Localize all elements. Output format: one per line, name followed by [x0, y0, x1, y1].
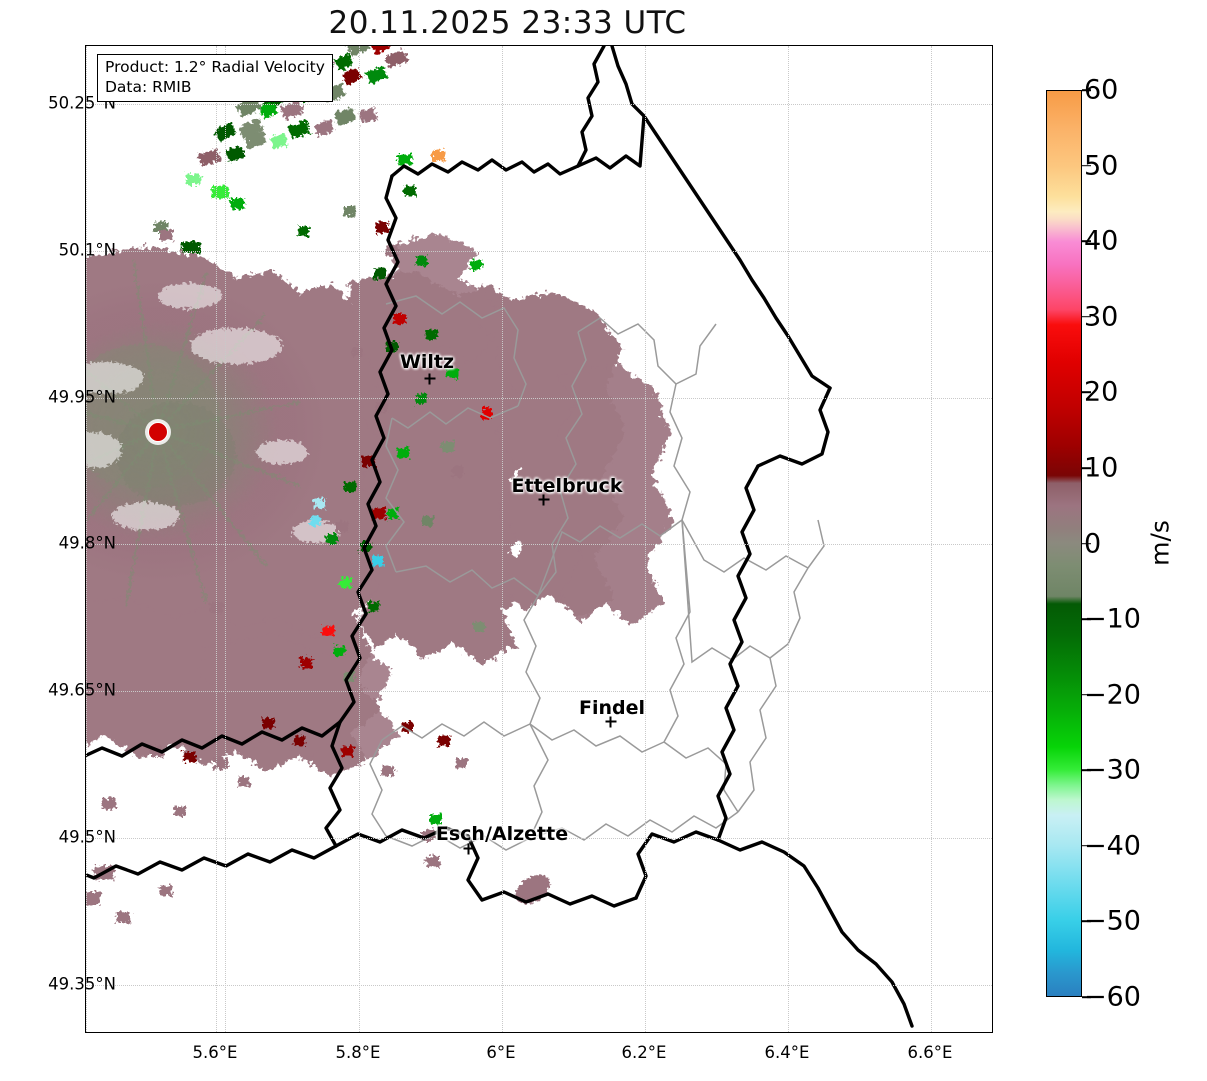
gridline-x-6.0 — [502, 46, 503, 1032]
gridline-y-49.35 — [86, 985, 992, 986]
gridline-x-6.4 — [788, 46, 789, 1032]
gridline-x-6.2 — [645, 46, 646, 1032]
product-info-box: Product: 1.2° Radial Velocity Data: RMIB — [97, 54, 333, 103]
colorbar-tick-mark — [1082, 769, 1091, 772]
colorbar-tick-mark — [1082, 240, 1091, 242]
colorbar-tick--30: −30 — [1084, 754, 1141, 786]
city-label-wiltz: Wiltz — [399, 351, 455, 373]
gridline-vertical — [225, 46, 226, 1032]
gridline-x-5.8 — [359, 46, 360, 1032]
colorbar-tick-mark — [1082, 845, 1091, 847]
colorbar-tick-mark — [1082, 920, 1091, 923]
ytick-50.1: 50.1°N — [58, 240, 116, 260]
page-title: 20.11.2025 23:33 UTC — [328, 5, 687, 41]
colorbar-unit-label: m/s — [1145, 520, 1175, 566]
ytick-49.8: 49.8°N — [58, 533, 116, 553]
colorbar-tick-mark — [1082, 315, 1091, 318]
colorbar-tick-mark — [1082, 996, 1091, 998]
xtick-6.4: 6.4°E — [764, 1043, 810, 1062]
colorbar-tick-mark — [1082, 542, 1091, 545]
xtick-6.0: 6°E — [486, 1043, 516, 1062]
xtick-5.6: 5.6°E — [192, 1043, 238, 1062]
gridline-y-50.1 — [86, 251, 992, 252]
south-blob — [515, 874, 551, 904]
gridline-y-50.25 — [86, 104, 992, 105]
colorbar[interactable] — [1046, 90, 1082, 997]
radar-echo-field — [86, 46, 674, 923]
colorbar-tick-mark — [1082, 164, 1091, 167]
ytick-49.65: 49.65°N — [48, 680, 116, 700]
colorbar-tick-40: 40 — [1084, 225, 1119, 257]
city-marker-wiltz — [424, 373, 436, 385]
gridline-y-49.8 — [86, 544, 992, 545]
xtick-6.6: 6.6°E — [907, 1043, 953, 1062]
colorbar-gradient — [1047, 91, 1081, 996]
colorbar-tick-60: 60 — [1084, 74, 1119, 106]
map-clip — [86, 46, 992, 1032]
gridline-x-5.6 — [216, 46, 217, 1032]
colorbar-tick-20: 20 — [1084, 376, 1119, 408]
radar-map-canvas — [86, 46, 914, 1028]
xtick-5.8: 5.8°E — [335, 1043, 381, 1062]
colorbar-tick-50: 50 — [1084, 150, 1119, 182]
city-marker-ettelbruck — [538, 494, 550, 506]
city-marker-esch-alzette — [463, 843, 475, 855]
colorbar-tick-0: 0 — [1084, 528, 1102, 559]
colorbar-tick-mark — [1082, 693, 1091, 696]
colorbar-tick-mark — [1082, 89, 1091, 91]
internal-boundaries — [369, 295, 825, 851]
city-label-findel: Findel — [578, 697, 646, 719]
colorbar-tick--20: −20 — [1084, 679, 1141, 711]
ytick-49.35: 49.35°N — [48, 974, 116, 994]
ytick-49.95: 49.95°N — [48, 387, 116, 407]
colorbar-tick--40: −40 — [1084, 830, 1141, 862]
map-plot-area[interactable]: Wiltz Ettelbruck Findel Esch/Alzette Pro… — [85, 45, 993, 1033]
colorbar-tick-mark — [1082, 618, 1091, 620]
city-label-ettelbruck: Ettelbruck — [511, 475, 623, 497]
gridline-y-49.5 — [86, 838, 992, 839]
colorbar-tick-30: 30 — [1084, 301, 1119, 333]
radar-site-marker[interactable] — [148, 422, 168, 442]
gridline-y-49.95 — [86, 398, 992, 399]
city-marker-findel — [605, 716, 617, 728]
gridline-y-49.65 — [86, 691, 992, 692]
colorbar-tick-mark — [1082, 391, 1091, 394]
info-product-line: Product: 1.2° Radial Velocity — [105, 58, 325, 76]
colorbar-tick-mark — [1082, 467, 1091, 469]
info-data-line: Data: RMIB — [105, 77, 192, 96]
colorbar-tick--10: −10 — [1084, 603, 1141, 635]
colorbar-tick--50: −50 — [1084, 905, 1141, 937]
ytick-49.5: 49.5°N — [58, 827, 116, 847]
gridline-x-6.6 — [931, 46, 932, 1032]
xtick-6.2: 6.2°E — [621, 1043, 667, 1062]
national-borders — [86, 46, 914, 1028]
colorbar-tick--60: −60 — [1084, 981, 1141, 1013]
city-label-esch-alzette: Esch/Alzette — [435, 823, 569, 845]
colorbar-tick-10: 10 — [1084, 452, 1119, 484]
